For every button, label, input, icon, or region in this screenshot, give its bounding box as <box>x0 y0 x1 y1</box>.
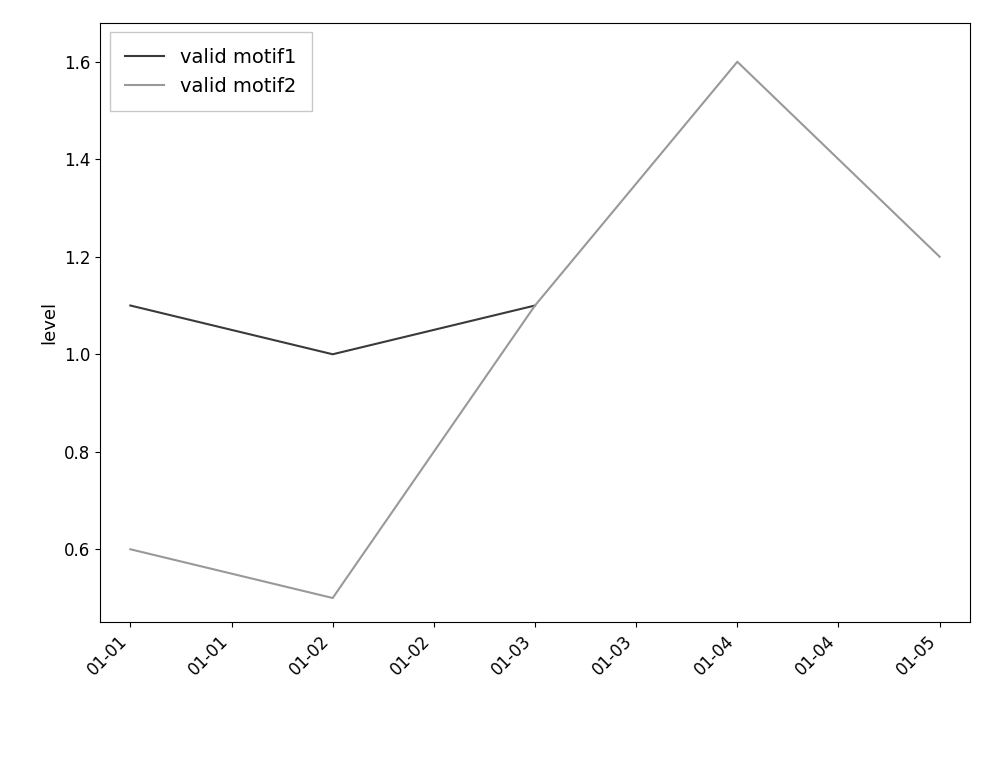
valid motif2 <box>934 252 946 261</box>
valid motif1 <box>529 301 541 310</box>
Y-axis label: level: level <box>40 301 58 344</box>
Line: valid motif2: valid motif2 <box>130 61 940 598</box>
valid motif1 <box>428 326 440 335</box>
valid motif2 <box>327 594 339 603</box>
valid motif2 <box>529 301 541 310</box>
valid motif1 <box>327 350 339 359</box>
valid motif1 <box>124 301 136 310</box>
valid motif2 <box>731 57 743 66</box>
valid motif2 <box>124 545 136 554</box>
Line: valid motif1: valid motif1 <box>130 306 535 354</box>
Legend: valid motif1, valid motif2: valid motif1, valid motif2 <box>110 33 312 112</box>
valid motif1 <box>226 326 238 335</box>
